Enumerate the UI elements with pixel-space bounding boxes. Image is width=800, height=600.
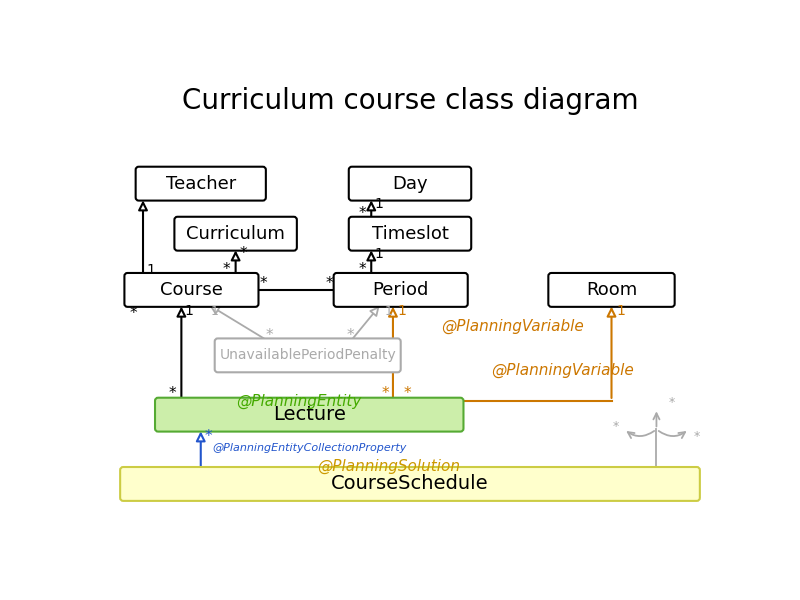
Text: UnavailablePeriodPenalty: UnavailablePeriodPenalty [219, 349, 396, 362]
Text: *: * [358, 206, 366, 221]
FancyBboxPatch shape [120, 467, 700, 501]
Text: 1: 1 [374, 197, 383, 211]
Text: Period: Period [373, 281, 429, 299]
FancyBboxPatch shape [174, 217, 297, 251]
Text: *: * [358, 262, 366, 277]
Text: 1: 1 [210, 305, 218, 318]
Text: *: * [130, 305, 138, 320]
Text: @PlanningEntity: @PlanningEntity [236, 394, 361, 409]
Text: *: * [168, 386, 176, 401]
Text: Curriculum course class diagram: Curriculum course class diagram [182, 87, 638, 115]
Text: *: * [239, 246, 247, 261]
FancyBboxPatch shape [214, 338, 401, 372]
Text: *: * [382, 386, 389, 401]
FancyBboxPatch shape [548, 273, 674, 307]
Text: 1: 1 [185, 304, 194, 319]
Text: *: * [403, 386, 410, 401]
Text: *: * [259, 276, 267, 291]
Text: *: * [326, 276, 333, 291]
Text: *: * [669, 396, 675, 409]
FancyBboxPatch shape [125, 273, 258, 307]
Text: Room: Room [586, 281, 637, 299]
FancyBboxPatch shape [349, 217, 471, 251]
FancyBboxPatch shape [155, 398, 463, 431]
Text: @PlanningVariable: @PlanningVariable [491, 363, 634, 379]
Text: 1: 1 [146, 263, 155, 277]
Text: Teacher: Teacher [166, 175, 236, 193]
FancyBboxPatch shape [136, 167, 266, 200]
Text: Course: Course [160, 281, 223, 299]
Text: 1: 1 [385, 305, 393, 318]
Text: Lecture: Lecture [273, 405, 346, 424]
Text: *: * [694, 430, 700, 443]
Text: CourseSchedule: CourseSchedule [331, 475, 489, 493]
Text: 1: 1 [374, 247, 383, 261]
Text: Curriculum: Curriculum [186, 225, 285, 243]
Text: Timeslot: Timeslot [371, 225, 449, 243]
Text: 1: 1 [398, 304, 406, 319]
FancyBboxPatch shape [334, 273, 468, 307]
Text: *: * [613, 421, 619, 433]
Text: *: * [265, 328, 273, 343]
Text: Day: Day [392, 175, 428, 193]
Text: @PlanningVariable: @PlanningVariable [441, 319, 584, 334]
Text: *: * [205, 429, 212, 444]
Text: @PlanningSolution: @PlanningSolution [317, 458, 460, 474]
FancyBboxPatch shape [349, 167, 471, 200]
Text: @PlanningEntityCollectionProperty: @PlanningEntityCollectionProperty [212, 443, 406, 453]
Text: 1: 1 [616, 304, 626, 319]
Text: *: * [346, 328, 354, 343]
Text: *: * [222, 262, 230, 277]
